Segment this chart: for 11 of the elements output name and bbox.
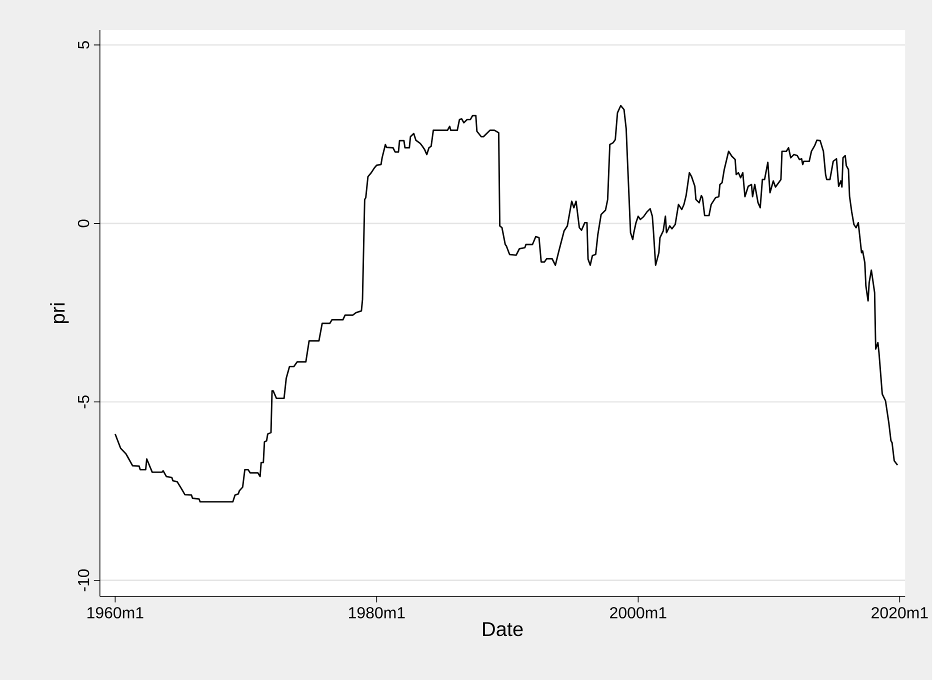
y-tick-label: -10	[78, 569, 90, 592]
x-tick-label: 1980m1	[349, 606, 405, 618]
y-axis-title: pri	[50, 303, 69, 323]
x-tick-label: 1960m1	[87, 606, 144, 618]
line-series	[114, 104, 898, 502]
x-tick-label: 2020m1	[872, 606, 928, 618]
x-tick-label: 2000m1	[610, 606, 666, 618]
x-axis-title: Date	[483, 622, 523, 636]
y-tick-label: 5	[78, 41, 90, 49]
y-tick-label: -5	[78, 395, 90, 408]
y-tick-label: 0	[78, 219, 90, 228]
